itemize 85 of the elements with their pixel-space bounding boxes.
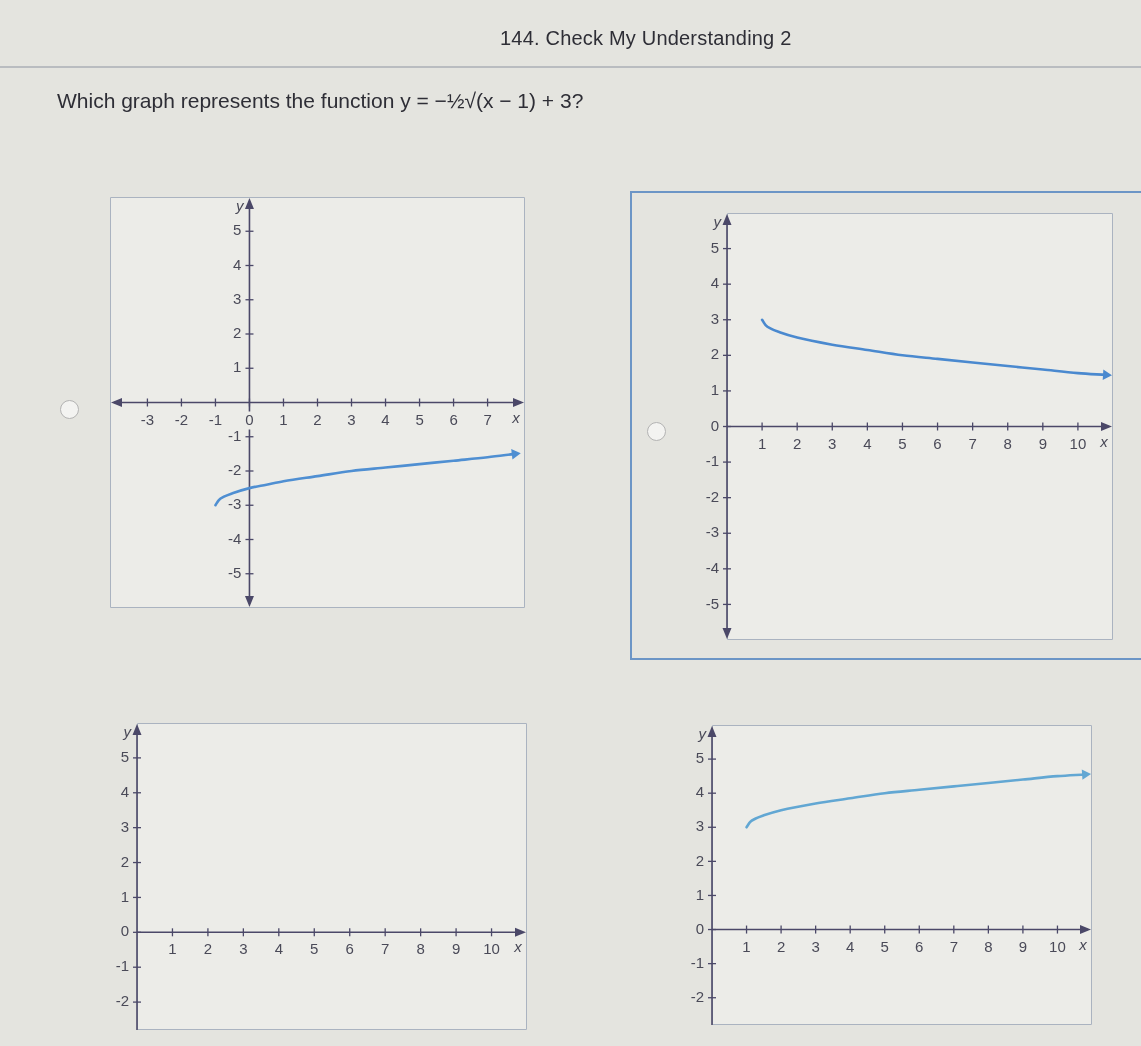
- y-tick-label: -2: [690, 987, 704, 1005]
- y-tick-label: 2: [710, 345, 719, 363]
- x-tick-label: 6: [345, 940, 354, 958]
- x-tick-label: 2: [793, 434, 802, 452]
- text: Which graph represents the function y = −½√(x − 1) + 3?: [57, 89, 584, 113]
- y-tick-label: 3: [120, 817, 129, 835]
- x-tick-label: -3: [140, 410, 155, 428]
- x-tick-label: 10: [1069, 434, 1087, 452]
- x-tick-label: 8: [984, 937, 993, 955]
- y-tick-label: 5: [695, 749, 704, 767]
- x-tick-label: 7: [949, 937, 958, 955]
- x-tick-label: 6: [933, 434, 942, 452]
- y-tick-label: 0: [695, 919, 704, 937]
- y-tick-label: -1: [690, 953, 704, 971]
- x-tick-label: 7: [381, 940, 390, 958]
- x-tick-label: 8: [1003, 434, 1012, 452]
- x-tick-label: 5: [880, 937, 889, 955]
- x-tick-label: 3: [811, 937, 820, 955]
- x-tick-label: 9: [451, 940, 461, 958]
- y-tick-label: 4: [710, 274, 719, 292]
- x-tick-label: 4: [381, 410, 390, 428]
- y-tick-label: -4: [705, 558, 719, 576]
- y-tick-label: 2: [120, 852, 129, 870]
- y-axis-title: y: [712, 213, 723, 231]
- x-tick-label: 10: [1049, 937, 1066, 955]
- x-axis-title: x: [513, 938, 523, 956]
- x-tick-label: 0: [245, 410, 254, 428]
- y-tick-label: 1: [710, 381, 719, 399]
- y-tick-label: 5: [233, 221, 242, 239]
- x-tick-label: 5: [898, 434, 907, 452]
- y-tick-label: -2: [228, 461, 242, 479]
- x-tick-label: 3: [347, 410, 356, 428]
- x-tick-label: 4: [863, 434, 872, 452]
- y-tick-label: -2: [115, 992, 129, 1010]
- y-tick-label: 3: [695, 817, 704, 835]
- y-tick-label: -2: [705, 487, 719, 505]
- y-axis-title: y: [234, 197, 245, 215]
- y-tick-label: 1: [695, 885, 704, 903]
- y-tick-label: -4: [228, 529, 242, 547]
- x-tick-label: 4: [274, 940, 283, 958]
- y-tick-label: 3: [233, 289, 242, 307]
- x-axis-title: x: [511, 408, 521, 426]
- y-axis-title: y: [697, 725, 708, 743]
- x-tick-label: 2: [313, 410, 322, 428]
- y-tick-label: 3: [710, 309, 719, 327]
- y-tick-label: 4: [120, 782, 129, 800]
- y-tick-label: 2: [695, 851, 704, 869]
- x-tick-label: -1: [208, 410, 223, 428]
- y-tick-label: 4: [695, 783, 704, 801]
- x-tick-label: 6: [915, 937, 924, 955]
- x-axis-title: x: [1078, 935, 1088, 953]
- y-tick-label: -1: [705, 452, 719, 470]
- x-tick-label: 1: [279, 410, 288, 428]
- y-tick-label: -1: [115, 957, 129, 975]
- y-tick-label: -5: [228, 563, 242, 581]
- x-tick-label: -2: [174, 410, 189, 428]
- x-tick-label: 2: [203, 940, 213, 958]
- y-tick-label: 5: [120, 748, 129, 766]
- x-tick-label: 7: [483, 410, 492, 428]
- x-tick-label: 2: [776, 937, 786, 955]
- x-tick-label: 6: [449, 410, 458, 428]
- x-tick-label: 5: [310, 940, 319, 958]
- x-tick-label: 1: [168, 940, 177, 958]
- x-tick-label: 4: [846, 937, 855, 955]
- y-tick-label: 1: [120, 887, 129, 905]
- y-tick-label: -5: [705, 594, 719, 612]
- y-tick-label: 0: [120, 922, 129, 940]
- y-axis-title: y: [122, 723, 133, 741]
- y-tick-label: -3: [228, 495, 242, 513]
- y-tick-label: 2: [233, 324, 242, 342]
- x-axis-title: x: [1099, 432, 1109, 450]
- x-tick-label: 5: [415, 410, 424, 428]
- x-tick-label: 8: [416, 940, 425, 958]
- x-tick-label: 9: [1038, 434, 1047, 452]
- y-tick-label: 1: [233, 358, 242, 376]
- y-tick-label: 5: [710, 238, 719, 256]
- y-tick-label: -3: [705, 523, 719, 541]
- x-tick-label: 1: [757, 434, 767, 452]
- x-tick-label: 3: [828, 434, 837, 452]
- y-tick-label: 4: [233, 255, 242, 273]
- x-tick-label: 10: [483, 940, 500, 958]
- x-tick-label: 7: [968, 434, 977, 452]
- x-tick-label: 9: [1018, 937, 1028, 955]
- x-tick-label: 1: [742, 937, 751, 955]
- text: 144. Check My Understanding 2: [500, 27, 792, 50]
